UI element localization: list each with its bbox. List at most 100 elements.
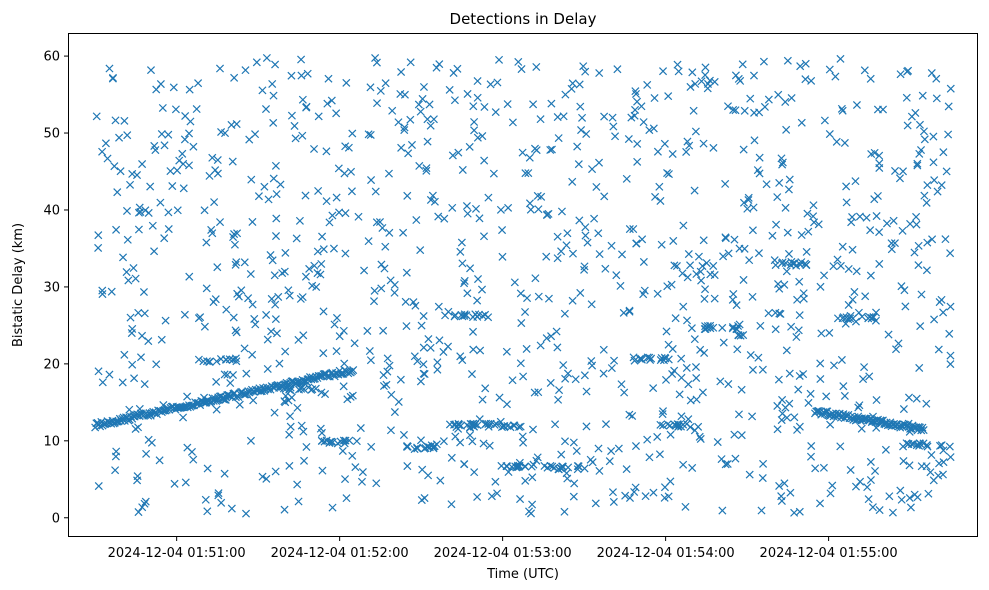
data-point [301,272,310,281]
data-point [670,366,679,375]
data-point [280,267,289,276]
data-point [912,394,921,403]
data-point [806,452,816,461]
data-point [638,235,647,244]
data-point [605,457,614,466]
data-point [387,390,396,399]
data-point [340,359,349,368]
data-point [111,466,120,475]
data-point [378,223,387,232]
data-point [348,391,357,400]
data-point [777,492,786,501]
data-point [659,407,668,416]
data-point [466,419,475,428]
data-point [633,139,642,148]
data-point [775,481,784,490]
scatter-series [91,53,955,518]
data-point [235,400,244,409]
data-point [771,261,780,270]
data-point [935,459,944,468]
data-point [426,195,435,204]
data-point [939,308,948,317]
data-point [358,468,367,477]
data-point [447,500,456,509]
data-point [340,169,349,178]
data-point [357,477,366,486]
data-point [913,159,922,168]
data-point [144,435,153,444]
data-point [563,229,572,238]
data-point [557,207,566,216]
data-point [168,182,177,191]
data-point [173,206,182,215]
data-point [425,100,434,109]
data-point [785,175,794,184]
data-point [480,102,489,111]
data-point [448,151,457,160]
data-point [786,488,795,497]
data-point [866,74,875,83]
data-point [481,384,490,393]
data-point [529,100,538,109]
data-point [463,289,472,298]
data-point [179,159,188,168]
data-point [691,362,700,372]
y-tick-label: 50 [43,127,60,142]
data-point [220,129,230,138]
data-point [553,343,562,352]
data-point [797,231,806,240]
data-point [736,76,745,85]
data-point [580,262,589,271]
data-point [136,353,146,362]
data-point [318,466,327,475]
data-point [632,239,641,248]
data-point [460,279,469,288]
data-point [212,377,221,386]
data-point [595,466,604,475]
data-point [128,360,137,369]
data-point [241,509,251,518]
data-point [394,397,403,406]
data-point [382,380,391,389]
data-point [435,60,444,69]
data-point [897,495,906,504]
data-point [744,195,753,205]
y-tick-label: 40 [43,203,60,218]
data-point [826,489,835,498]
data-point [750,136,759,145]
data-point [372,58,381,67]
data-point [816,359,825,368]
data-point [833,255,842,264]
data-point [804,227,813,236]
data-point [913,493,922,502]
data-point [686,396,695,405]
data-point [547,99,556,108]
data-point [851,177,860,186]
data-point [875,259,884,268]
data-point [869,313,878,322]
data-point [249,396,258,405]
data-point [668,149,677,159]
data-point [481,420,490,429]
data-point [251,130,260,139]
data-point [138,503,147,512]
data-point [341,249,350,258]
data-point [468,327,478,336]
data-point [296,294,305,303]
data-point [127,329,136,338]
data-point [346,167,356,176]
data-point [839,382,848,391]
data-point [129,264,138,273]
data-point [932,74,941,83]
data-point [848,245,857,254]
data-point [899,457,908,466]
data-point [860,363,869,372]
data-point [479,439,488,448]
data-point [263,335,272,344]
data-point [721,234,730,243]
data-point [366,130,375,140]
data-point [409,298,418,307]
data-point [222,355,231,364]
data-point [870,148,879,157]
